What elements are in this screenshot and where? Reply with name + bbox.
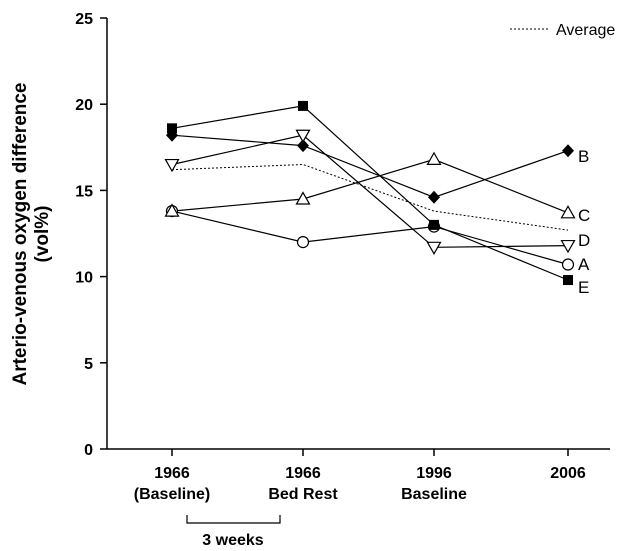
legend-label-average: Average — [556, 22, 615, 39]
series-e-point — [429, 219, 439, 230]
series-b-point — [297, 139, 309, 153]
series-d-point — [164, 158, 180, 173]
series-c-point — [426, 151, 442, 165]
series-b-line — [171, 134, 569, 198]
x-tick-label: 1966 — [285, 465, 321, 482]
series-d-point — [560, 239, 576, 254]
series-e-point — [563, 275, 573, 286]
series-c-point — [164, 203, 180, 217]
series-label-c: C — [578, 206, 590, 225]
series-b-point — [562, 144, 574, 158]
series-d-point — [295, 129, 311, 143]
series-d — [171, 134, 569, 248]
series-b — [171, 134, 569, 198]
series-e-line — [171, 105, 569, 281]
series-c-point — [560, 205, 576, 219]
y-tick-label: 15 — [75, 183, 93, 200]
series-average — [171, 163, 569, 231]
y-tick-label: 10 — [75, 270, 93, 287]
y-axis-label: Arterio-venous oxygen difference — [10, 82, 31, 385]
series-d-point — [426, 241, 442, 256]
series-d-line — [171, 134, 569, 248]
series-e-markers — [167, 100, 573, 286]
series-c-markers — [164, 151, 576, 219]
series-label-d: D — [578, 231, 590, 250]
y-tick-label: 5 — [84, 356, 93, 373]
axes — [106, 18, 610, 450]
x-tick-sublabel: (Baseline) — [134, 486, 210, 503]
series-label-b: B — [578, 147, 589, 166]
series-a — [171, 210, 569, 266]
tick-group: 0 5 10 15 20 25 1966 (Baseline) 1966 Bed Rest 1996… — [75, 11, 586, 503]
series-d-markers — [164, 129, 576, 256]
x-tick-label: 2006 — [550, 465, 586, 482]
series-c-line — [171, 158, 569, 214]
bracket-label: 3 weeks — [202, 532, 263, 549]
series-a-line — [171, 210, 569, 266]
series-label-a: A — [578, 255, 590, 274]
y-tick-label: 20 — [75, 97, 93, 114]
duration-bracket: 3 weeks — [186, 515, 281, 549]
series-e-point — [167, 123, 177, 134]
series-e — [171, 105, 569, 281]
y-axis-label-unit: (vol%) — [32, 206, 53, 263]
bracket-line — [186, 515, 281, 524]
y-tick-label: 25 — [75, 11, 93, 28]
x-tick-sublabel: Bed Rest — [268, 486, 338, 503]
series-b-point — [428, 190, 440, 204]
x-tick-sublabel: Baseline — [401, 486, 467, 503]
series-group — [164, 100, 576, 286]
series-average-line — [171, 163, 569, 231]
series-c — [171, 158, 569, 214]
x-tick-label: 1996 — [416, 465, 452, 482]
y-tick-label: 0 — [84, 442, 93, 459]
series-label-e: E — [578, 278, 589, 297]
series-a-markers — [165, 204, 575, 271]
x-tick-label: 1966 — [154, 465, 190, 482]
series-c-point — [295, 191, 311, 205]
series-e-point — [298, 100, 308, 111]
legend: Average — [510, 22, 615, 39]
series-a-point — [561, 258, 575, 271]
series-a-point — [296, 236, 310, 249]
